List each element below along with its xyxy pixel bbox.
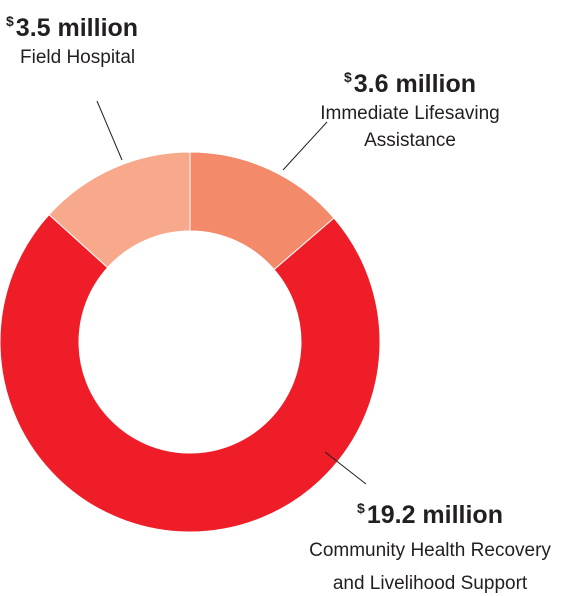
community-health-label-line-1: Community Health Recovery bbox=[309, 540, 551, 561]
community-health-amount-value: 19.2 million bbox=[366, 501, 503, 529]
community-health-currency: $ bbox=[357, 500, 365, 516]
leader-line-ila bbox=[282, 121, 328, 171]
immediate-lifesaving-currency: $ bbox=[343, 69, 352, 85]
field-hospital-amount-value: 3.5 million bbox=[15, 14, 139, 42]
callout-community-health: $19.2 million Community Health Recovery … bbox=[280, 493, 580, 596]
leader-line-chr bbox=[324, 451, 367, 485]
donut-slice-chr bbox=[0, 213, 381, 533]
immediate-lifesaving-amount: $3.6 million bbox=[300, 62, 520, 99]
field-hospital-label: Field Hospital bbox=[20, 47, 136, 68]
donut-chart bbox=[0, 100, 381, 533]
callout-field-hospital: $3.5 million Field Hospital bbox=[6, 6, 176, 70]
immediate-lifesaving-label-line-1: Immediate Lifesaving bbox=[320, 103, 500, 124]
community-health-amount: $19.2 million bbox=[280, 493, 580, 530]
immediate-lifesaving-label-line-2: Assistance bbox=[364, 130, 456, 151]
immediate-lifesaving-amount-value: 3.6 million bbox=[353, 70, 477, 98]
callout-immediate-lifesaving: $3.6 million Immediate Lifesaving Assist… bbox=[300, 62, 520, 153]
community-health-label-line-2: and Livelihood Support bbox=[332, 573, 528, 594]
field-hospital-amount: $3.5 million bbox=[6, 6, 176, 43]
leader-line-field bbox=[96, 100, 123, 161]
donut-slice-field bbox=[48, 151, 191, 269]
field-hospital-currency: $ bbox=[6, 13, 14, 29]
